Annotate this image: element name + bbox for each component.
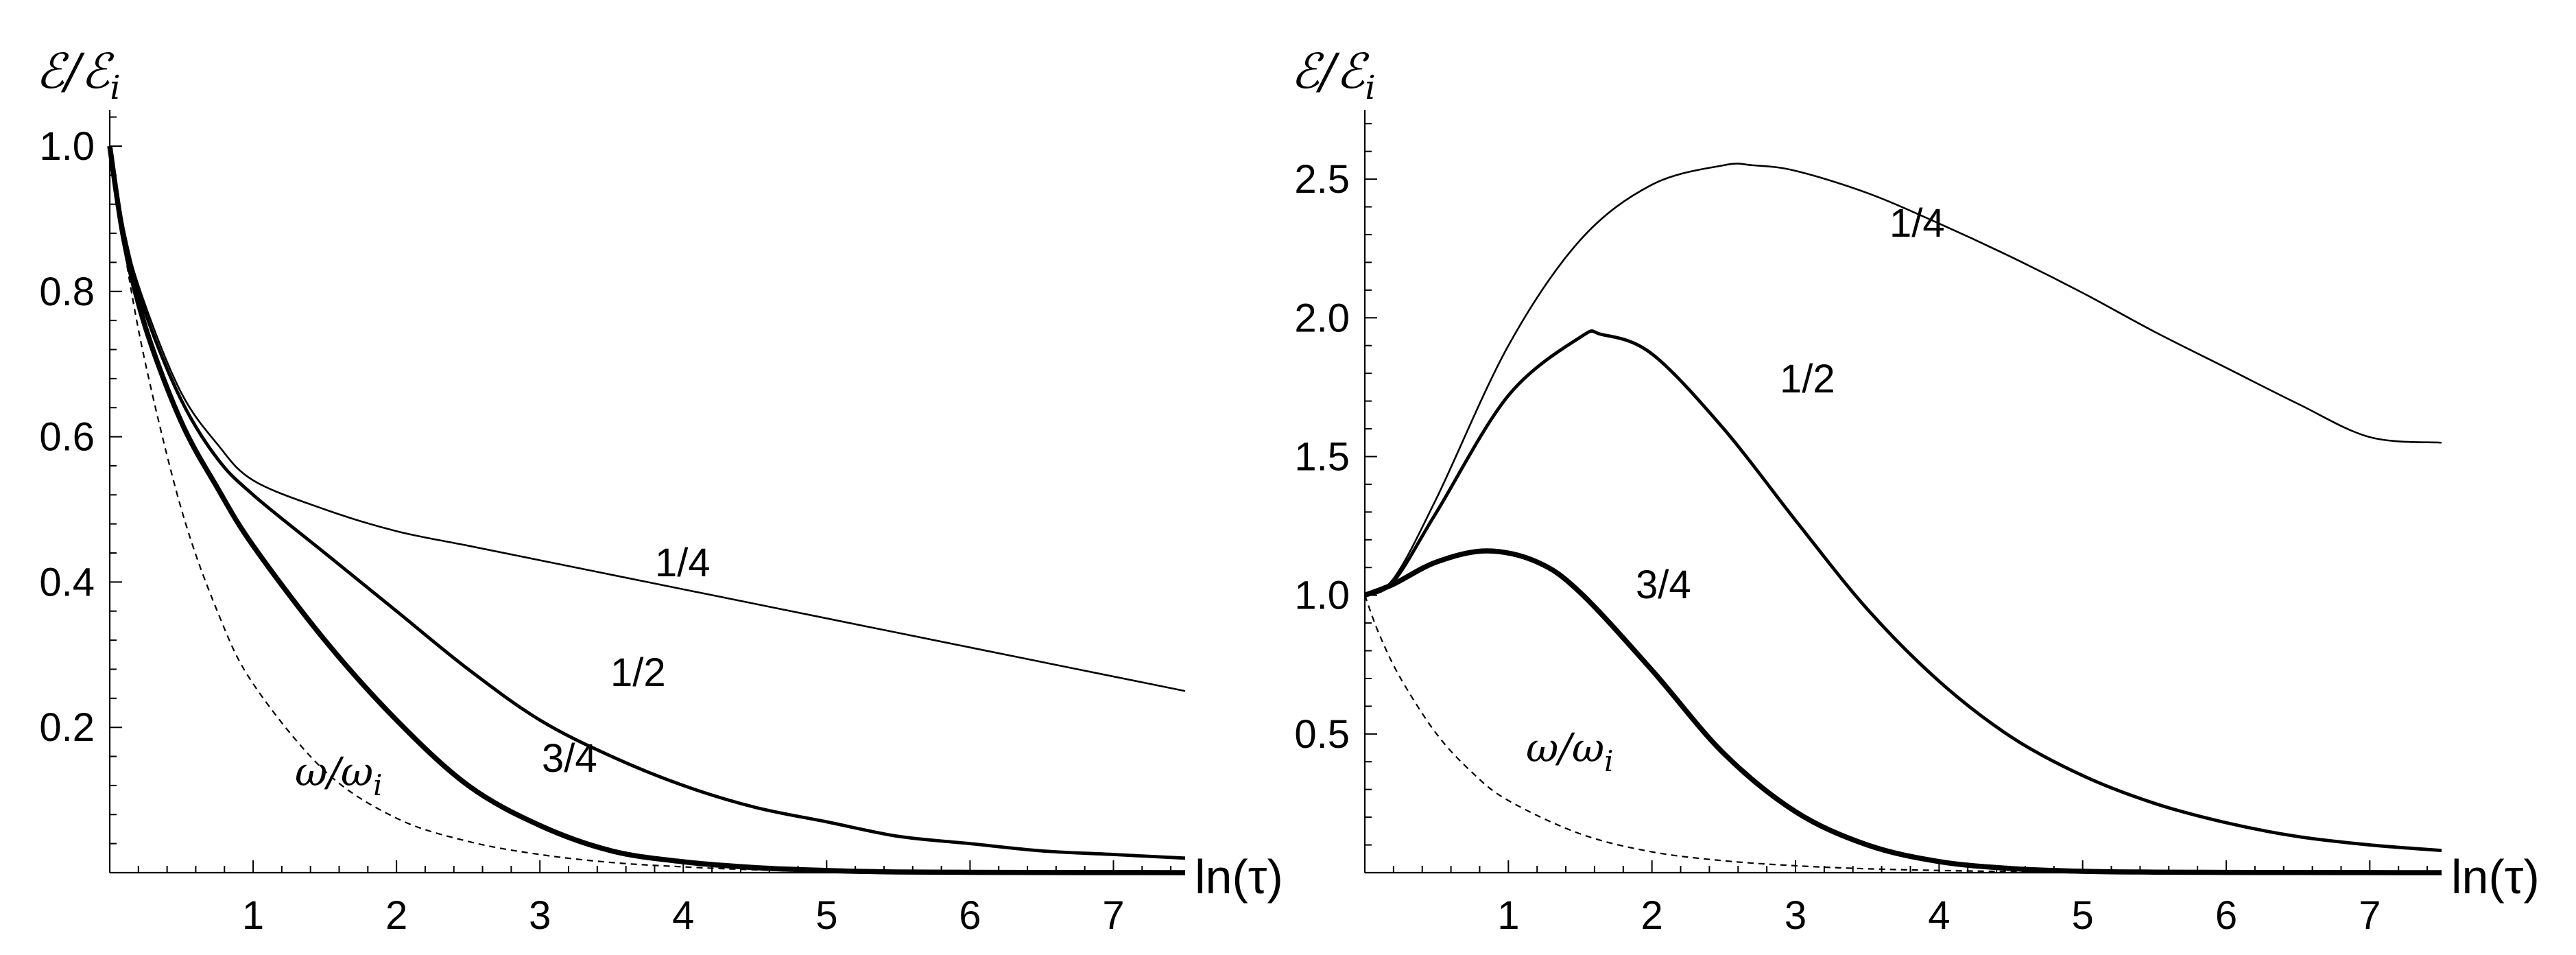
series-line----i [1363, 595, 2442, 874]
series-line----i [108, 145, 1186, 874]
x-axis-title: ln(τ) [2451, 850, 2540, 904]
x-tick-label: 4 [672, 893, 694, 938]
y-axis-title: ℰ/ℰi [36, 43, 121, 107]
y-tick-label: 1.0 [1294, 574, 1350, 618]
curve-label: 1/2 [1780, 357, 1835, 401]
series-line-3-4 [1363, 548, 2442, 875]
series-line-1-2 [108, 145, 1186, 860]
y-tick-label: 0.6 [39, 415, 95, 460]
x-tick-label: 5 [815, 893, 837, 938]
series-line-1-2 [1363, 329, 2442, 853]
series-line-1-4 [108, 145, 1186, 692]
y-tick-label: 0.8 [39, 270, 95, 314]
curve-label: 3/4 [542, 736, 597, 781]
x-tick-label: 3 [529, 893, 551, 938]
x-tick-label: 4 [1928, 893, 1950, 938]
x-axis-title: ln(τ) [1195, 850, 1283, 904]
x-tick-label: 2 [385, 893, 407, 938]
y-tick-label: 1.5 [1294, 434, 1350, 479]
curve-label: 3/4 [1636, 563, 1691, 607]
series-line-3-4 [107, 145, 1186, 875]
series-line-1-4 [1364, 163, 2442, 596]
y-tick-label: 1.0 [39, 124, 95, 169]
curve-label: 1/2 [610, 650, 666, 695]
left-chart-panel: 1 2 3 4 5 6 7 0.2 0.4 0.6 0.8 1.0 ℰ/ℰi ln(τ) 1/4 1/2 3/4… [36, 43, 1283, 938]
x-tick-label: 7 [1102, 893, 1124, 938]
y-tick-label: 2.0 [1294, 296, 1350, 340]
omega-ratio-label: ω/ωi [295, 748, 383, 802]
x-tick-label: 2 [1641, 893, 1663, 938]
x-tick-label: 7 [2359, 893, 2381, 938]
y-tick-label: 0.5 [1294, 712, 1350, 757]
omega-ratio-label: ω/ωi [1526, 724, 1614, 778]
y-tick-label: 0.2 [39, 705, 95, 750]
right-chart-panel: 1 2 3 4 5 6 7 0.5 1.0 1.5 2.0 2.5 ℰ/ℰi ln(τ) 1/4 1/2 3/4… [1291, 43, 2540, 938]
x-tick-label: 1 [1497, 893, 1519, 938]
curve-label: 1/4 [655, 541, 711, 585]
y-axis-title: ℰ/ℰi [1291, 43, 1376, 107]
x-tick-label: 1 [242, 893, 264, 938]
x-tick-label: 5 [2072, 893, 2094, 938]
curve-label: 1/4 [1889, 201, 1945, 246]
x-tick-label: 6 [2215, 893, 2237, 938]
y-tick-label: 0.4 [39, 560, 95, 604]
x-tick-label: 3 [1785, 893, 1806, 938]
x-tick-label: 6 [959, 893, 981, 938]
y-tick-label: 2.5 [1294, 157, 1350, 202]
